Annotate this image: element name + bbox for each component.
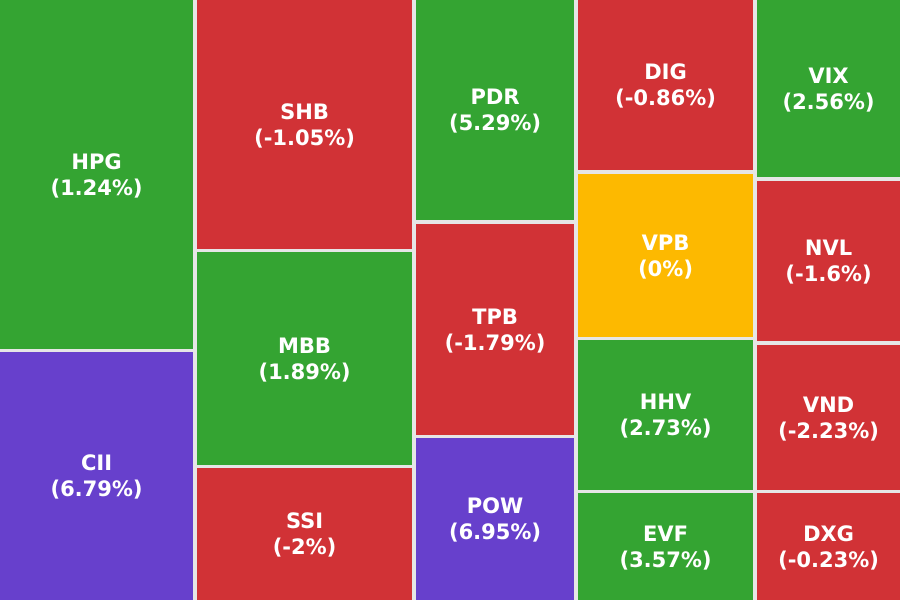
tile-vnd[interactable]: VND (-2.23%): [757, 345, 900, 490]
tile-vpb[interactable]: VPB (0%): [578, 174, 753, 337]
tile-dig[interactable]: DIG (-0.86%): [578, 0, 753, 170]
change-label: (1.24%): [50, 175, 143, 200]
ticker-label: DXG: [803, 521, 854, 546]
ticker-label: HHV: [639, 390, 692, 414]
ticker-label: NVL: [804, 236, 853, 260]
ticker-label: CII: [80, 451, 113, 475]
tile-evf[interactable]: EVF (3.57%): [578, 493, 753, 600]
change-label: (6.79%): [50, 477, 143, 501]
ticker-label: SSI: [285, 509, 324, 533]
ticker-label: PDR: [470, 85, 520, 109]
tile-shb[interactable]: SHB (-1.05%): [197, 0, 412, 249]
ticker-label: MBB: [278, 333, 331, 358]
tile-cii[interactable]: CII (6.79%): [0, 352, 193, 600]
change-label: (-1.05%): [254, 125, 355, 150]
change-label: (0%): [638, 256, 693, 281]
change-label: (5.29%): [448, 111, 542, 135]
ticker-label: POW: [466, 494, 524, 518]
tile-vix[interactable]: VIX (2.56%): [757, 0, 900, 177]
ticker-label: VPB: [641, 230, 690, 255]
change-label: (-0.86%): [615, 86, 716, 110]
change-label: (2.73%): [619, 416, 712, 440]
ticker-label: TPB: [472, 304, 518, 329]
change-label: (1.89%): [258, 359, 351, 384]
tile-dxg[interactable]: DXG (-0.23%): [757, 493, 900, 600]
tile-nvl[interactable]: NVL (-1.6%): [757, 181, 900, 341]
ticker-label: SHB: [280, 99, 329, 124]
tile-pow[interactable]: POW (6.95%): [416, 438, 574, 600]
ticker-label: VIX: [808, 63, 849, 88]
change-label: (3.57%): [619, 547, 712, 572]
ticker-label: HPG: [71, 149, 122, 174]
tile-pdr[interactable]: PDR (5.29%): [416, 0, 574, 220]
tile-hpg[interactable]: HPG (1.24%): [0, 0, 193, 349]
change-label: (6.95%): [448, 520, 542, 544]
tile-tpb[interactable]: TPB (-1.79%): [416, 224, 574, 435]
change-label: (2.56%): [782, 89, 875, 114]
tile-mbb[interactable]: MBB (1.89%): [197, 252, 412, 465]
change-label: (-1.6%): [785, 262, 872, 286]
ticker-label: VND: [802, 392, 855, 417]
change-label: (-1.79%): [444, 330, 546, 355]
tile-ssi[interactable]: SSI (-2%): [197, 468, 412, 600]
change-label: (-0.23%): [778, 547, 879, 572]
tile-hhv[interactable]: HHV (2.73%): [578, 340, 753, 490]
change-label: (-2%): [272, 535, 337, 559]
ticker-label: DIG: [644, 60, 687, 84]
change-label: (-2.23%): [778, 418, 879, 443]
ticker-label: EVF: [643, 521, 688, 546]
